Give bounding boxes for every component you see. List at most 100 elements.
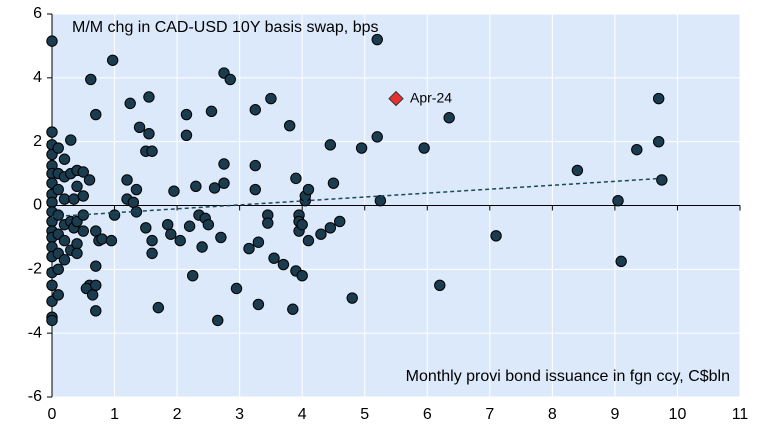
point: [290, 172, 302, 185]
point: [324, 139, 337, 151]
point: [302, 183, 315, 196]
highlight-point: [388, 90, 404, 107]
point: [46, 35, 58, 47]
chart-title: M/M chg in CAD-USD 10Y basis swap, bps: [72, 19, 378, 36]
point: [90, 108, 102, 121]
point: [58, 193, 71, 205]
x-tick-label: 2: [173, 406, 182, 423]
point: [65, 134, 77, 146]
point: [187, 270, 199, 282]
point: [143, 91, 155, 103]
point: [127, 196, 140, 209]
point: [106, 54, 119, 66]
point: [252, 298, 265, 311]
x-tick-label: 11: [732, 406, 749, 423]
point: [202, 218, 215, 231]
point: [86, 289, 99, 301]
point: [277, 258, 290, 271]
point: [121, 174, 133, 186]
point: [249, 159, 261, 172]
point: [327, 177, 340, 189]
x-tick-label: 0: [48, 406, 57, 423]
point: [571, 164, 584, 177]
point: [52, 209, 64, 221]
point: [71, 180, 83, 193]
point: [631, 143, 643, 156]
point: [252, 236, 265, 248]
x-tick-label: 4: [298, 406, 307, 423]
point: [490, 230, 502, 242]
point: [165, 228, 177, 240]
point: [243, 242, 255, 255]
point: [85, 73, 97, 86]
y-tick-label: 2: [33, 133, 42, 150]
point: [434, 279, 446, 291]
point: [143, 127, 155, 140]
point: [124, 97, 136, 110]
point: [46, 126, 58, 138]
y-tick-label: 0: [33, 197, 42, 214]
point: [265, 92, 277, 105]
point: [262, 217, 274, 229]
point: [52, 263, 64, 276]
point: [215, 231, 227, 244]
point: [90, 260, 102, 272]
point: [58, 153, 71, 165]
point: [296, 270, 308, 282]
point: [140, 222, 152, 234]
point: [105, 234, 118, 247]
y-tick-label: -2: [28, 261, 42, 278]
point: [346, 292, 358, 304]
point: [443, 112, 455, 124]
trendline: [51, 177, 662, 218]
point: [183, 220, 196, 232]
point: [287, 303, 299, 315]
point: [205, 105, 218, 118]
point: [71, 247, 83, 260]
point: [656, 174, 668, 186]
point: [224, 73, 236, 86]
point: [418, 142, 430, 154]
point: [130, 183, 143, 196]
point: [77, 225, 89, 237]
x-tick-label: 5: [360, 406, 369, 423]
point: [371, 131, 383, 143]
y-tick-label: 4: [33, 69, 42, 86]
point: [652, 135, 665, 148]
x-tick-label: 1: [110, 406, 119, 423]
y-tick-label: 6: [33, 5, 42, 22]
point: [212, 314, 224, 327]
x-tick-label: 6: [423, 406, 432, 423]
point: [268, 252, 280, 264]
point: [77, 166, 89, 178]
point: [108, 209, 121, 221]
x-axis-label: Monthly provi bond issuance in fgn ccy, …: [406, 368, 730, 385]
point: [374, 195, 387, 207]
point: [146, 145, 158, 157]
y-tick-label: -6: [28, 388, 42, 405]
point: [355, 142, 368, 154]
point: [58, 234, 71, 247]
point: [249, 183, 261, 196]
point: [652, 92, 665, 105]
point: [218, 158, 230, 170]
point: [180, 129, 193, 141]
point: [208, 182, 221, 194]
point: [180, 108, 193, 121]
x-tick-label: 10: [669, 406, 687, 423]
point: [174, 234, 186, 247]
point: [83, 174, 96, 186]
point: [133, 121, 146, 134]
point: [90, 279, 102, 291]
point: [196, 241, 208, 253]
point: [46, 196, 58, 209]
point: [52, 289, 64, 301]
point: [283, 120, 296, 132]
point: [46, 279, 58, 291]
point: [302, 234, 315, 247]
point: [146, 247, 158, 260]
point: [162, 218, 174, 231]
highlight-label: Apr-24: [410, 89, 452, 105]
point: [334, 215, 346, 228]
